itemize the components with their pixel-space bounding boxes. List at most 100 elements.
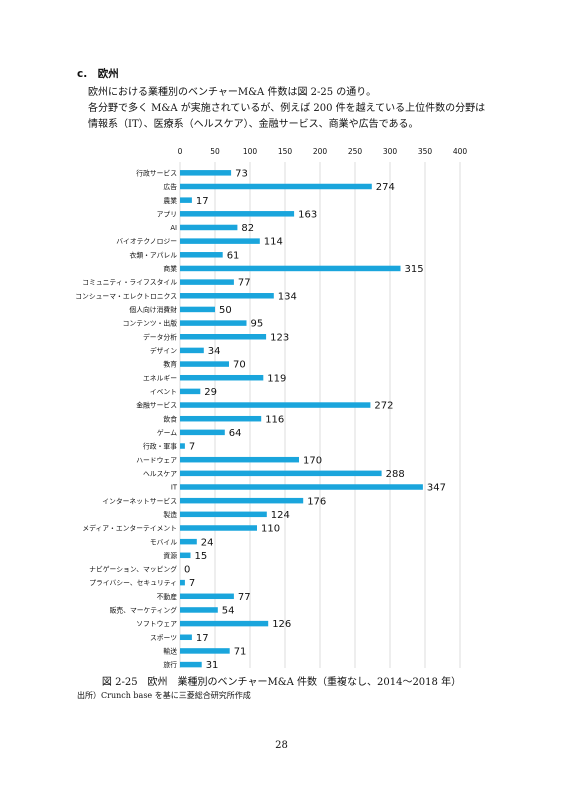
bar: [180, 252, 223, 258]
bar: [180, 183, 372, 190]
value-label: 114: [264, 237, 283, 248]
bar: [180, 552, 191, 559]
value-label: 288: [386, 469, 405, 480]
category-label: ソフトウェア: [136, 620, 177, 628]
value-label: 95: [251, 319, 264, 330]
value-label: 82: [241, 223, 254, 234]
value-label: 124: [271, 510, 290, 521]
value-label: 170: [303, 455, 322, 466]
category-label: インターネットサービス: [102, 496, 177, 505]
category-label: スポーツ: [150, 634, 177, 642]
bars: [180, 170, 423, 668]
chart-grid: [179, 162, 461, 668]
value-label: 134: [278, 291, 297, 302]
category-label: コミュニティ・ライフスタイル: [82, 278, 177, 287]
body-paragraph-2: 各分野で多く M&A が実施されているが、例えば 200 件を越えている上位件数…: [88, 103, 486, 130]
x-tick-label: 150: [278, 147, 293, 156]
category-label: モバイル: [150, 538, 177, 546]
value-label: 70: [233, 360, 246, 371]
value-label: 50: [219, 305, 232, 316]
bar: [180, 415, 262, 422]
value-label: 71: [234, 647, 247, 658]
bar: [180, 361, 229, 367]
value-label: 123: [270, 332, 289, 343]
value-label: 110: [261, 524, 280, 535]
value-label: 7: [189, 442, 195, 453]
bar: [180, 443, 185, 449]
category-label: 販売、マーケティング: [110, 606, 178, 615]
category-label: 飲食: [163, 414, 177, 423]
bar: [180, 320, 247, 326]
category-label: コンシューマ・エレクトロニクス: [75, 292, 177, 300]
value-labels: 7327417163821146131577134509512334701192…: [184, 168, 446, 668]
bar: [180, 607, 218, 613]
bar: [180, 648, 230, 654]
bar: [180, 293, 274, 299]
bar: [180, 224, 238, 231]
x-tick-label: 350: [418, 147, 433, 156]
bar: [180, 429, 225, 436]
page-number: 28: [275, 740, 288, 751]
bar: [180, 402, 371, 408]
value-label: 116: [265, 414, 284, 425]
category-label: プライバシー、セキュリティ: [89, 579, 177, 587]
value-label: 176: [307, 496, 326, 507]
category-label: バイオテクノロジー: [116, 238, 177, 246]
category-label: 商業: [163, 264, 177, 273]
value-label: 0: [184, 565, 190, 576]
x-tick-label: 250: [348, 147, 363, 156]
figure-caption: 図 2-25 欧州 業種別のベンチャーM&A 件数（重複なし、2014〜2018…: [101, 677, 462, 688]
category-label: ハードウェア: [136, 456, 177, 464]
bar-chart: 0 50 100 150 200 250 300 350 400 行政サービス広告農業アプリAI…: [75, 147, 468, 668]
value-label: 347: [427, 483, 446, 494]
value-label: 315: [405, 264, 424, 275]
category-label: 資源: [163, 551, 177, 560]
x-tick-label: 300: [383, 147, 398, 156]
value-label: 29: [204, 387, 217, 398]
category-label: データ分析: [143, 332, 177, 341]
bar: [180, 593, 234, 600]
bar: [180, 334, 267, 340]
bar: [180, 456, 299, 463]
category-label: 広告: [163, 182, 177, 191]
body-paragraph-1: 欧州における業種別のベンチャーM&A 件数は図 2-25 の通り。: [88, 87, 377, 98]
category-label: AI: [170, 224, 177, 232]
x-tick-label: 200: [313, 147, 328, 156]
category-label: ゲーム: [157, 428, 177, 437]
category-label: IT: [171, 484, 178, 492]
bar: [180, 525, 257, 531]
category-label: コンテンツ・出版: [123, 319, 178, 328]
bar: [180, 538, 197, 545]
value-label: 163: [298, 209, 317, 220]
section-heading: c. 欧州: [77, 68, 119, 80]
x-tick-labels: 0 50 100 150 200 250 300 350 400: [178, 147, 468, 156]
category-label: 旅行: [163, 660, 177, 668]
category-label: メディア・エンターテイメント: [82, 524, 177, 533]
value-label: 24: [201, 537, 214, 548]
category-label: デザイン: [150, 346, 177, 355]
bar: [180, 238, 260, 244]
category-label: 不動産: [157, 592, 178, 601]
category-label: アプリ: [157, 210, 177, 218]
category-label: 農業: [163, 196, 177, 205]
category-label: ナビゲーション、マッピング: [89, 565, 177, 574]
category-label: エネルギー: [143, 374, 177, 382]
value-label: 77: [238, 592, 251, 603]
bar: [180, 470, 382, 477]
x-tick-label: 400: [453, 147, 468, 156]
category-label: 教育: [163, 360, 177, 369]
category-label: ヘルスケア: [143, 470, 177, 478]
bar: [180, 511, 267, 518]
value-label: 31: [206, 660, 219, 668]
bar: [180, 170, 232, 176]
bar: [180, 197, 192, 203]
bar: [180, 265, 401, 272]
value-label: 54: [222, 606, 235, 617]
value-label: 7: [189, 578, 195, 589]
bar: [180, 634, 192, 641]
bar: [180, 306, 215, 313]
category-label: 輸送: [163, 647, 177, 656]
x-tick-label: 50: [210, 147, 220, 156]
bar: [180, 388, 201, 395]
category-label: 金融サービス: [136, 401, 177, 410]
